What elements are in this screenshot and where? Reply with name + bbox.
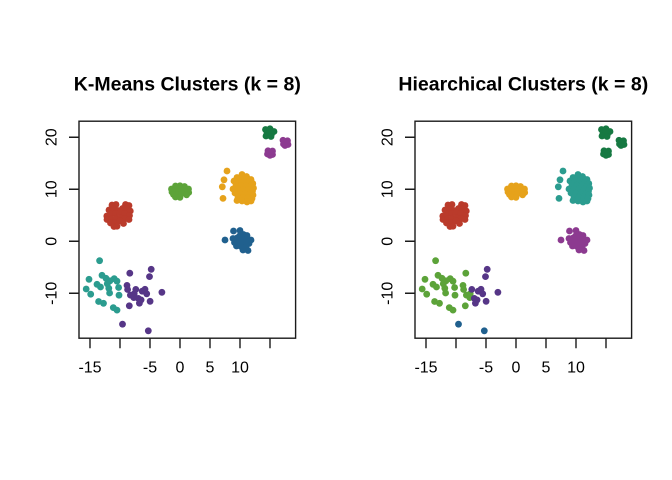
svg-text:-15: -15 [78, 360, 101, 377]
svg-text:10: 10 [380, 180, 397, 198]
svg-text:5: 5 [542, 360, 551, 377]
svg-text:10: 10 [231, 360, 249, 377]
svg-text:-5: -5 [479, 360, 493, 377]
svg-text:-5: -5 [143, 360, 157, 377]
svg-text:10: 10 [44, 180, 61, 198]
svg-text:-10: -10 [380, 282, 397, 305]
svg-text:-10: -10 [44, 282, 61, 305]
svg-text:-15: -15 [414, 360, 437, 377]
svg-text:20: 20 [380, 128, 397, 146]
svg-text:0: 0 [44, 237, 61, 246]
svg-text:0: 0 [512, 360, 521, 377]
svg-text:K-Means Clusters (k = 8): K-Means Clusters (k = 8) [74, 74, 301, 96]
svg-text:Hiearchical Clusters (k = 8): Hiearchical Clusters (k = 8) [398, 74, 648, 96]
svg-text:0: 0 [176, 360, 185, 377]
svg-text:5: 5 [206, 360, 215, 377]
svg-text:10: 10 [567, 360, 585, 377]
svg-text:20: 20 [44, 128, 61, 146]
svg-text:0: 0 [380, 237, 397, 246]
